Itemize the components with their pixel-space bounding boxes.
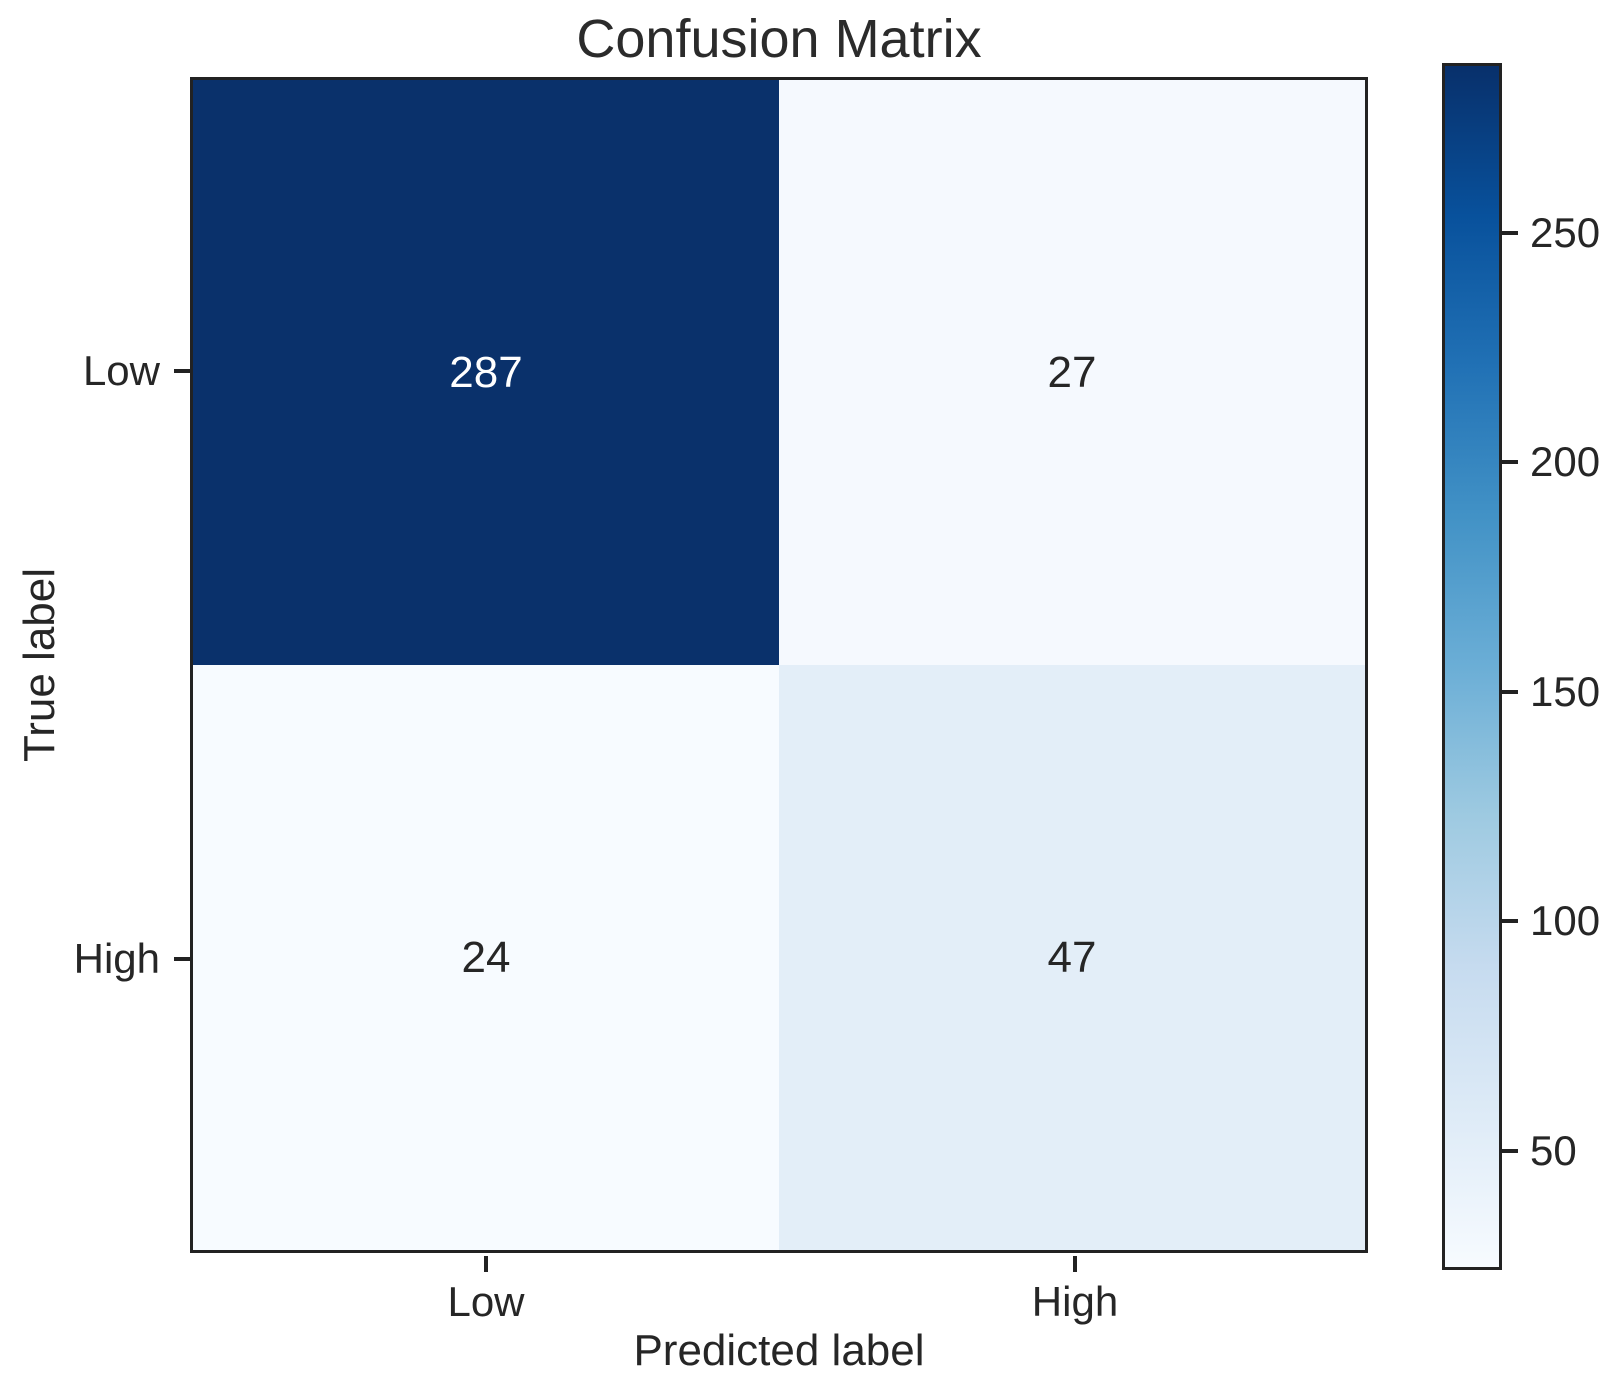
- x-tick-label-low: Low: [447, 1278, 525, 1325]
- matrix-cell-true-high-pred-low: 24: [193, 665, 779, 1250]
- cell-value: 27: [1047, 347, 1097, 397]
- cell-value: 24: [461, 932, 511, 982]
- y-tick-mark-low: [174, 369, 190, 373]
- colorbar-tick-mark: [1502, 919, 1518, 924]
- colorbar-tick-mark: [1502, 1148, 1518, 1153]
- y-tick-label-low: Low: [82, 347, 160, 394]
- colorbar-tick-label: 150: [1530, 667, 1601, 715]
- matrix-cell-true-low-pred-low: 287: [193, 80, 779, 665]
- x-axis-label: Predicted label: [633, 1326, 925, 1375]
- matrix-cell-true-low-pred-high: 27: [779, 80, 1365, 665]
- y-tick-label-high: High: [73, 935, 160, 982]
- chart-title: Confusion Matrix: [576, 9, 982, 69]
- colorbar-tick-label: 100: [1530, 897, 1601, 945]
- x-tick-label-high: High: [1031, 1278, 1119, 1325]
- x-tick-mark-low: [484, 1256, 488, 1272]
- colorbar-tick-mark: [1502, 460, 1518, 465]
- cell-value: 47: [1047, 932, 1097, 982]
- colorbar-tick-mark: [1502, 230, 1518, 235]
- heatmap-plot-area: 287 27 24 47: [190, 77, 1368, 1253]
- colorbar: [1442, 63, 1502, 1270]
- colorbar-tick-label: 200: [1530, 438, 1601, 486]
- matrix-cell-true-high-pred-high: 47: [779, 665, 1365, 1250]
- cell-value: 287: [449, 347, 523, 397]
- colorbar-tick-label: 250: [1530, 208, 1601, 256]
- x-tick-mark-high: [1073, 1256, 1077, 1272]
- y-tick-mark-high: [174, 957, 190, 961]
- y-axis-label: True label: [15, 567, 64, 763]
- colorbar-ticks: 250 200 150 100 50: [1502, 63, 1623, 1270]
- colorbar-tick-mark: [1502, 689, 1518, 694]
- colorbar-tick-label: 50: [1530, 1126, 1577, 1174]
